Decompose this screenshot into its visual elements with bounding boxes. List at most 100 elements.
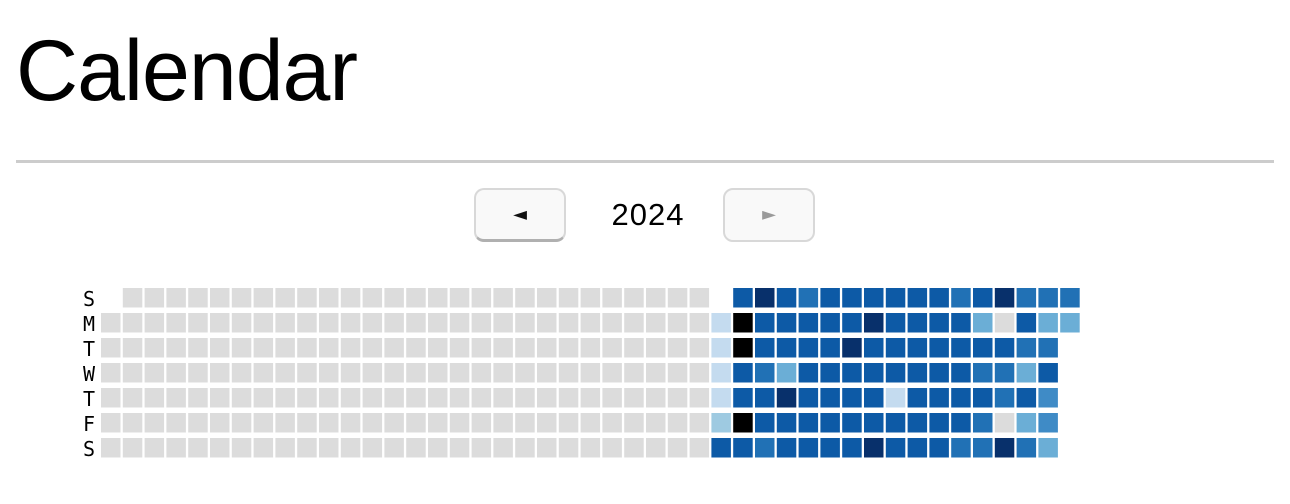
day-cell-w34-tue xyxy=(842,338,862,358)
day-cell-w41-thu xyxy=(994,388,1015,408)
day-cell-w18-tue xyxy=(493,338,513,358)
day-cell-w33-fri xyxy=(820,413,840,433)
weekday-label-mon: M xyxy=(82,312,96,336)
day-cell-w36-sat xyxy=(885,438,906,458)
day-cell-w13-tue xyxy=(384,338,404,358)
day-cell-w34-wed xyxy=(842,363,862,383)
day-cell-w9-thu xyxy=(297,388,317,408)
day-cell-w13-mon xyxy=(384,313,404,333)
day-cell-w28-fri xyxy=(711,413,731,433)
day-cell-w11-fri xyxy=(340,413,361,433)
day-cell-w28-wed xyxy=(711,363,731,383)
day-cell-w3-sun xyxy=(166,288,186,308)
day-cell-w3-tue xyxy=(166,338,186,358)
day-cell-w6-mon xyxy=(231,313,252,333)
day-cell-w13-sat xyxy=(384,438,404,458)
day-cell-w4-fri xyxy=(188,413,208,433)
day-cell-w10-tue xyxy=(319,338,339,358)
day-cell-w31-sat xyxy=(776,438,797,458)
day-cell-w24-thu xyxy=(624,388,644,408)
day-cell-w20-sat xyxy=(537,438,557,458)
day-cell-w30-fri xyxy=(755,413,775,433)
day-cell-w37-fri xyxy=(907,413,928,433)
day-cell-w32-tue xyxy=(798,338,819,358)
arrow-left-icon: ◄ xyxy=(513,203,527,225)
next-year-button[interactable]: ► xyxy=(723,188,815,242)
day-cell-w21-thu xyxy=(558,388,579,408)
day-cell-w4-sun xyxy=(188,288,208,308)
weekday-label-thu: T xyxy=(82,387,96,411)
day-cell-w40-mon xyxy=(973,313,993,333)
day-cell-w30-mon xyxy=(755,313,775,333)
day-cell-w21-tue xyxy=(558,338,579,358)
day-cell-w12-fri xyxy=(362,413,383,433)
day-cell-w4-sat xyxy=(188,438,208,458)
day-cell-w1-mon xyxy=(122,313,143,333)
prev-year-button[interactable]: ◄ xyxy=(474,188,566,242)
day-cell-w33-thu xyxy=(820,388,840,408)
day-cell-w15-mon xyxy=(428,313,448,333)
day-cell-w38-wed xyxy=(929,363,949,383)
day-cell-w10-mon xyxy=(319,313,339,333)
day-cell-w32-sun xyxy=(798,288,819,308)
day-cell-w26-wed xyxy=(667,363,688,383)
day-cell-w33-sun xyxy=(820,288,840,308)
day-cell-w8-mon xyxy=(275,313,295,333)
day-cell-w39-sun xyxy=(951,288,971,308)
day-cell-w19-mon xyxy=(515,313,535,333)
day-cell-w9-mon xyxy=(297,313,317,333)
day-cell-w35-fri xyxy=(864,413,884,433)
weekday-label-sun: S xyxy=(82,287,96,311)
day-cell-w23-thu xyxy=(602,388,622,408)
day-cell-w41-mon xyxy=(994,313,1015,333)
day-cell-w4-mon xyxy=(188,313,208,333)
day-cell-w25-tue xyxy=(646,338,666,358)
day-cell-w12-thu xyxy=(362,388,383,408)
day-cell-w29-thu xyxy=(733,388,753,408)
day-cell-w15-thu xyxy=(428,388,448,408)
day-cell-w23-tue xyxy=(602,338,622,358)
day-cell-w27-mon xyxy=(689,313,710,333)
weekday-label-fri: F xyxy=(82,412,96,436)
day-cell-w12-sat xyxy=(362,438,383,458)
day-cell-w11-mon xyxy=(340,313,361,333)
day-cell-w11-sat xyxy=(340,438,361,458)
day-cell-w33-wed xyxy=(820,363,840,383)
day-cell-w28-sat xyxy=(711,438,731,458)
day-cell-w19-wed xyxy=(515,363,535,383)
day-cell-w14-thu xyxy=(406,388,426,408)
day-cell-w21-sat xyxy=(558,438,579,458)
day-cell-w24-mon xyxy=(624,313,644,333)
day-cell-w43-tue xyxy=(1038,338,1058,358)
day-cell-w34-sat xyxy=(842,438,862,458)
day-cell-w25-mon xyxy=(646,313,666,333)
day-cell-w14-fri xyxy=(406,413,426,433)
day-cell-w11-thu xyxy=(340,388,361,408)
day-cell-w11-tue xyxy=(340,338,361,358)
day-cell-w3-sat xyxy=(166,438,186,458)
day-cell-w36-wed xyxy=(885,363,906,383)
day-cell-w9-fri xyxy=(297,413,317,433)
day-cell-w23-sun xyxy=(602,288,622,308)
day-cell-w14-wed xyxy=(406,363,426,383)
day-cell-w28-mon xyxy=(711,313,731,333)
day-cell-w23-mon xyxy=(602,313,622,333)
day-cell-w11-sun xyxy=(340,288,361,308)
day-cell-w42-mon xyxy=(1016,313,1037,333)
day-cell-w41-fri xyxy=(994,413,1015,433)
day-cell-w13-thu xyxy=(384,388,404,408)
day-cell-w32-sat xyxy=(798,438,819,458)
day-cell-w5-mon xyxy=(210,313,230,333)
day-cell-w32-wed xyxy=(798,363,819,383)
day-cell-w22-thu xyxy=(580,388,601,408)
day-cell-w7-fri xyxy=(253,413,274,433)
day-cell-w24-fri xyxy=(624,413,644,433)
day-cell-w5-tue xyxy=(210,338,230,358)
day-cell-w8-tue xyxy=(275,338,295,358)
day-cell-w19-tue xyxy=(515,338,535,358)
day-cell-w6-wed xyxy=(231,363,252,383)
day-cell-w38-thu xyxy=(929,388,949,408)
weekday-label-sat: S xyxy=(82,437,96,461)
day-cell-w6-sun xyxy=(231,288,252,308)
day-cell-w40-tue xyxy=(973,338,993,358)
